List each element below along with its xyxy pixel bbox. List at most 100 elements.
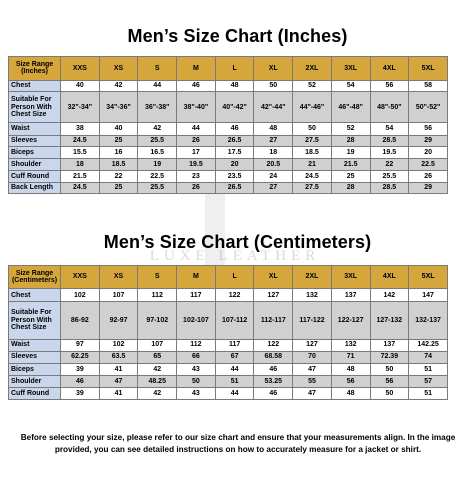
measurement-value: 40 xyxy=(98,122,139,136)
size-header-cell: 2XL xyxy=(292,264,332,290)
measurement-label: Suitable For Person With Chest Size xyxy=(8,301,61,340)
measurement-value: 132 xyxy=(330,338,371,352)
measurement-value: 117-122 xyxy=(292,301,332,340)
measurement-value: 142.25 xyxy=(408,338,448,352)
measurement-value: 51 xyxy=(408,386,448,401)
measurement-value: 42 xyxy=(98,79,139,93)
measurement-value: 28 xyxy=(330,181,371,195)
measurement-value: 40"-42" xyxy=(214,91,255,124)
measurement-value: 48 xyxy=(253,122,294,136)
size-header-row: Size Range (Centimeters) XXS XS S M L XL 2XL 3XL… xyxy=(8,264,448,290)
measurement-value: 46 xyxy=(253,362,294,376)
measurement-value: 26.5 xyxy=(214,134,255,148)
measurement-value: 70 xyxy=(292,350,332,364)
measurement-value: 18 xyxy=(253,146,294,159)
measurement-value: 26.5 xyxy=(214,181,255,195)
size-header-cell: 5XL xyxy=(408,56,448,81)
measurement-value: 19 xyxy=(137,157,178,172)
measurement-value: 22 xyxy=(98,170,139,183)
measurement-value: 39 xyxy=(60,386,100,401)
measurement-row: Sleeves 24.5 25 25.5 26 26.5 27 27.5 28 28.5 29 xyxy=(8,134,448,148)
measurement-label: Waist xyxy=(8,338,61,352)
measurement-value: 27 xyxy=(253,181,294,195)
measurement-row: Cuff Round 21.5 22 22.5 23 23.5 24 24.5 25 25.5 26 xyxy=(8,170,448,183)
measurement-value: 51 xyxy=(408,362,448,376)
measurement-value: 27.5 xyxy=(292,181,332,195)
measurement-value: 107-112 xyxy=(214,301,255,340)
measurement-value: 26 xyxy=(408,170,448,183)
centimeters-chart-title: Men’s Size Chart (Centimeters) xyxy=(103,232,372,252)
measurement-value: 29 xyxy=(408,134,448,148)
measurement-value: 16.5 xyxy=(137,146,178,159)
measurement-value: 24 xyxy=(253,170,294,183)
measurement-value: 107 xyxy=(98,288,139,303)
measurement-value: 97-102 xyxy=(137,301,178,340)
measurement-value: 55 xyxy=(292,374,332,388)
size-header-cell: S xyxy=(137,56,178,81)
measurement-value: 28.5 xyxy=(369,134,410,148)
measurement-value: 50 xyxy=(369,362,410,376)
measurement-value: 22.5 xyxy=(408,157,448,172)
measurement-row: Cuff Round 39 41 42 43 44 46 47 48 50 51 xyxy=(8,386,448,401)
measurement-value: 127-132 xyxy=(369,301,410,340)
centimeters-size-table: Size Range (Centimeters) XXS XS S M L XL 2XL 3XL… xyxy=(8,264,448,401)
measurement-value: 16 xyxy=(98,146,139,159)
measurement-value: 21 xyxy=(292,157,332,172)
measurement-value: 56 xyxy=(369,374,410,388)
measurement-value: 22.5 xyxy=(137,170,178,183)
measurement-value: 50 xyxy=(292,122,332,136)
measurement-value: 17 xyxy=(176,146,216,159)
measurement-label: Chest xyxy=(8,288,61,303)
size-header-cell: 5XL xyxy=(408,264,448,290)
measurement-value: 147 xyxy=(408,288,448,303)
size-header-cell: L xyxy=(214,264,255,290)
measurement-value: 122 xyxy=(214,288,255,303)
measurement-value: 56 xyxy=(330,374,371,388)
measurement-value: 52 xyxy=(330,122,371,136)
measurement-value: 39 xyxy=(60,362,100,376)
measurement-value: 137 xyxy=(330,288,371,303)
size-header-cell: XL xyxy=(253,56,294,81)
measurement-value: 26 xyxy=(176,134,216,148)
measurement-value: 41 xyxy=(98,386,139,401)
measurement-value: 112-117 xyxy=(253,301,294,340)
measurement-row: Shoulder 18 18.5 19 19.5 20 20.5 21 21.5 22 22.5 xyxy=(8,157,448,172)
measurement-value: 46 xyxy=(176,79,216,93)
measurement-value: 122-127 xyxy=(330,301,371,340)
measurement-value: 44 xyxy=(137,79,178,93)
size-range-label: Size Range (Centimeters) xyxy=(8,264,61,290)
size-header-cell: XL xyxy=(253,264,294,290)
measurement-value: 25.5 xyxy=(137,181,178,195)
measurement-value: 27 xyxy=(253,134,294,148)
measurement-row: Suitable For Person With Chest Size 32"-3… xyxy=(8,91,448,124)
measurement-value: 137 xyxy=(369,338,410,352)
measurement-value: 54 xyxy=(330,79,371,93)
measurement-label: Cuff Round xyxy=(8,386,61,401)
measurement-value: 74 xyxy=(408,350,448,364)
measurement-value: 46"-48" xyxy=(330,91,371,124)
measurement-value: 20 xyxy=(408,146,448,159)
measurement-row: Sleeves 62.25 63.5 65 66 67 68.58 70 71 72.39 74 xyxy=(8,350,448,364)
measurement-value: 127 xyxy=(292,338,332,352)
measurement-value: 47 xyxy=(292,362,332,376)
measurement-value: 51 xyxy=(214,374,255,388)
measurement-value: 18.5 xyxy=(292,146,332,159)
measurement-value: 27.5 xyxy=(292,134,332,148)
measurement-label: Biceps xyxy=(8,146,61,159)
measurement-value: 40 xyxy=(60,79,100,93)
measurement-value: 34"-36" xyxy=(98,91,139,124)
measurement-label: Cuff Round xyxy=(8,170,61,183)
measurement-value: 44 xyxy=(214,362,255,376)
measurement-value: 63.5 xyxy=(98,350,139,364)
measurement-row: Back Length 24.5 25 25.5 26 26.5 27 27.5 28 28.5 2… xyxy=(8,181,448,195)
measurement-value: 46 xyxy=(253,386,294,401)
measurement-value: 17.5 xyxy=(214,146,255,159)
measurement-value: 92-97 xyxy=(98,301,139,340)
measurement-label: Shoulder xyxy=(8,374,61,388)
measurement-value: 72.39 xyxy=(369,350,410,364)
measurement-value: 50 xyxy=(253,79,294,93)
measurement-value: 25 xyxy=(330,170,371,183)
measurement-value: 42"-44" xyxy=(253,91,294,124)
measurement-value: 66 xyxy=(176,350,216,364)
measurement-value: 25.5 xyxy=(369,170,410,183)
